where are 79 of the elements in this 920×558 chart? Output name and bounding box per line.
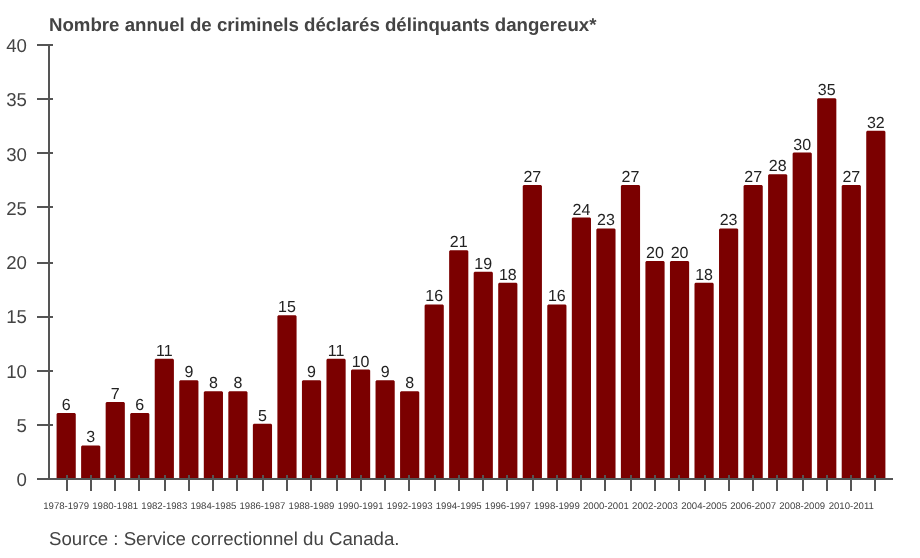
data-label: 8	[405, 374, 416, 393]
bar	[547, 304, 567, 479]
bar	[326, 358, 346, 479]
data-label: 28	[768, 157, 788, 176]
bar	[351, 369, 371, 479]
bar	[130, 412, 150, 479]
data-label: 19	[474, 254, 494, 273]
y-tick-label: 30	[6, 144, 28, 165]
data-label: 27	[523, 168, 543, 187]
data-label: 23	[597, 211, 616, 230]
y-tick-label: 10	[6, 361, 28, 382]
bar	[400, 391, 420, 479]
data-label: 8	[233, 374, 244, 393]
bar	[620, 185, 641, 479]
data-label: 18	[695, 265, 715, 284]
bar	[179, 380, 199, 479]
y-tick-label: 40	[6, 36, 28, 56]
bar	[719, 228, 739, 479]
bar	[571, 217, 591, 479]
bar	[792, 152, 812, 479]
data-label: 16	[425, 287, 445, 306]
y-tick-label: 5	[16, 415, 28, 436]
data-label: 32	[866, 113, 886, 132]
data-label: 24	[572, 200, 592, 219]
bar	[498, 282, 518, 479]
bar	[694, 282, 714, 479]
bar	[449, 250, 469, 479]
bar	[154, 358, 174, 479]
bar	[424, 304, 444, 479]
bar	[669, 261, 690, 479]
y-tick-label: 20	[6, 253, 28, 273]
data-label: 5	[258, 406, 268, 425]
bar	[203, 391, 223, 479]
data-label: 9	[184, 363, 195, 382]
bar	[228, 391, 248, 479]
data-label: 16	[547, 287, 567, 306]
data-label: 11	[156, 341, 174, 360]
bar	[768, 174, 788, 479]
data-label: 20	[670, 244, 690, 262]
bar	[375, 380, 395, 479]
data-label: 20	[646, 244, 666, 262]
data-label: 6	[135, 395, 146, 414]
bar	[743, 185, 763, 479]
data-label: 27	[744, 168, 764, 187]
bar	[817, 98, 837, 479]
bar	[866, 130, 886, 479]
data-label: 27	[621, 168, 641, 187]
bar	[522, 185, 542, 479]
y-tick-label: 35	[6, 90, 28, 111]
bar	[56, 412, 76, 479]
bar	[252, 423, 273, 479]
bar	[105, 402, 125, 479]
data-label: 15	[278, 298, 297, 317]
data-label: 27	[842, 168, 862, 187]
data-label: 9	[307, 363, 318, 382]
y-tick-label: 25	[6, 198, 28, 219]
data-label: 8	[208, 374, 219, 393]
data-label: 3	[86, 428, 97, 447]
data-label: 35	[817, 81, 837, 100]
bar	[277, 315, 297, 479]
bar	[81, 445, 101, 479]
y-tick-label: 15	[6, 307, 28, 328]
data-label: 10	[351, 352, 371, 371]
data-label: 21	[449, 233, 469, 252]
y-tick-label: 0	[16, 470, 28, 490]
bar	[841, 185, 861, 479]
data-label: 23	[719, 211, 739, 230]
source-note: Source : Service correctionnel du Canada.	[49, 529, 400, 549]
bar	[645, 261, 665, 479]
bar	[473, 271, 493, 479]
data-label: 30	[793, 135, 813, 154]
data-label: 7	[110, 385, 121, 404]
bar	[301, 380, 322, 479]
bar	[596, 228, 616, 479]
data-label: 18	[498, 265, 518, 284]
data-label: 11	[327, 341, 346, 360]
data-label: 6	[61, 395, 72, 414]
chart-title: Nombre annuel de criminels déclarés délinquants dangereux*	[49, 15, 598, 35]
data-label: 9	[380, 363, 391, 382]
